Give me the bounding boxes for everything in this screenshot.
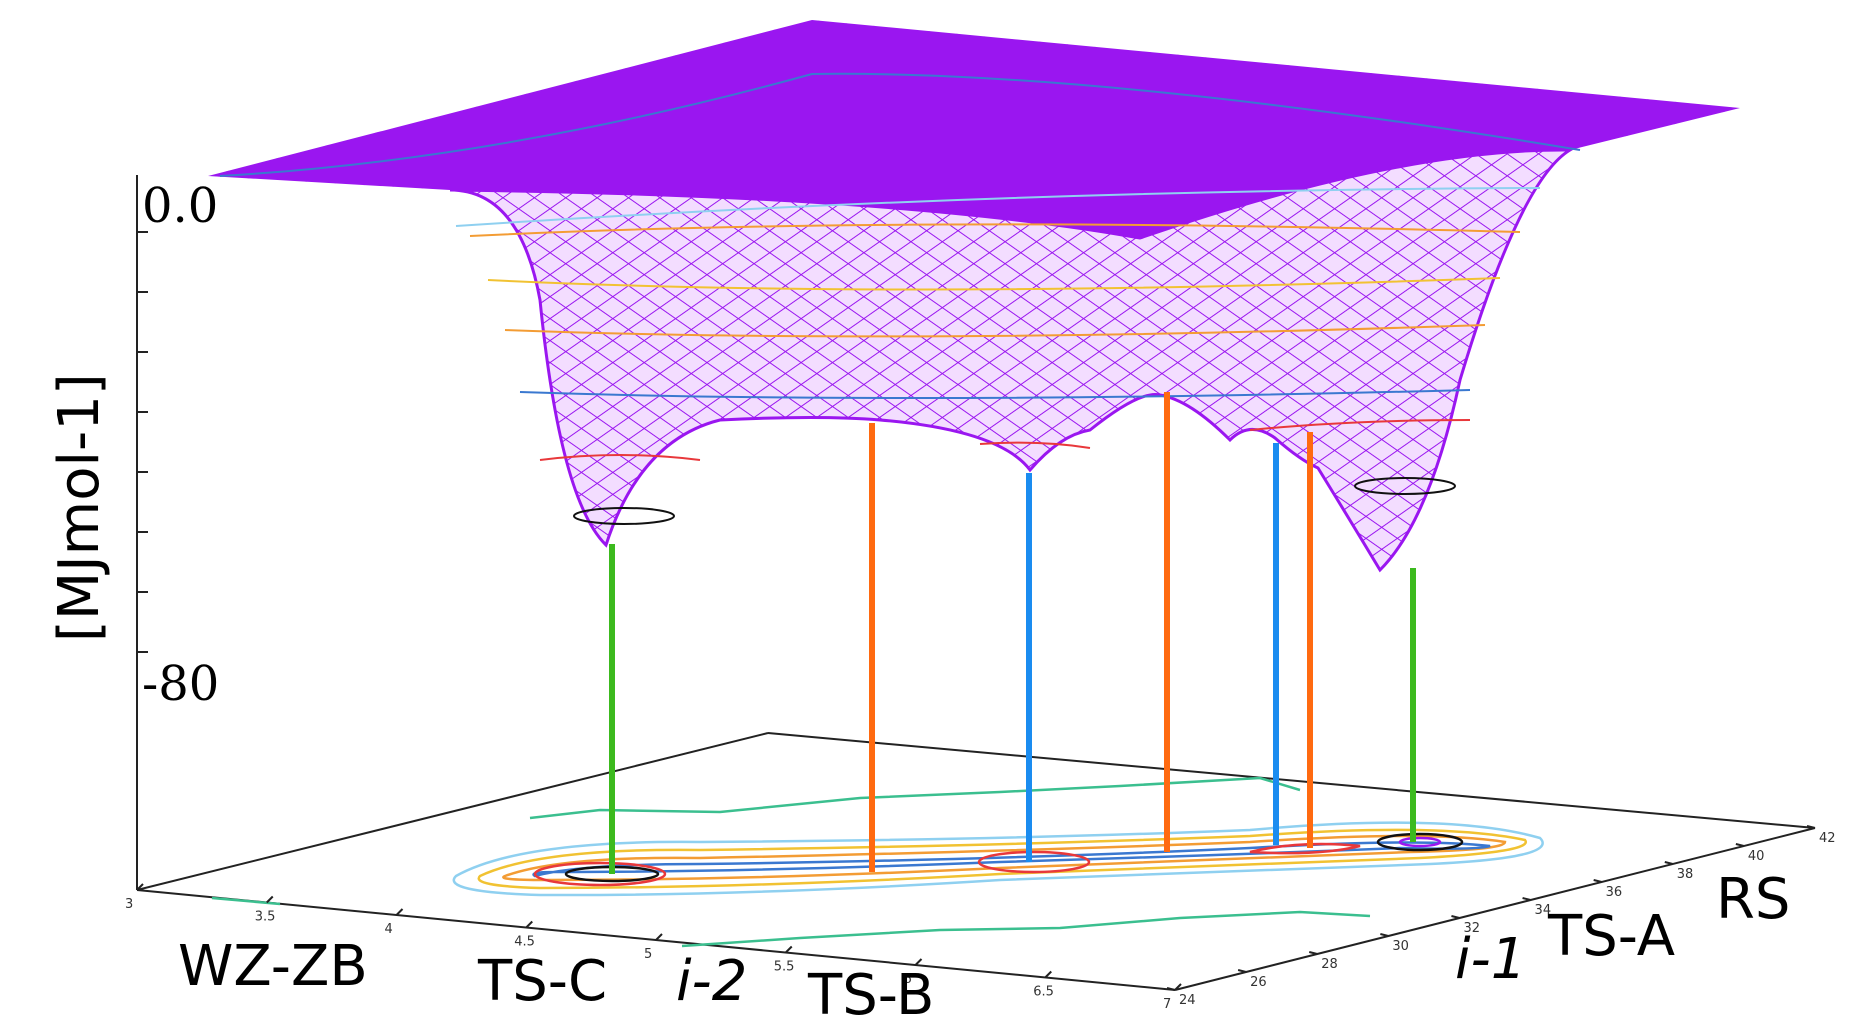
y-axis-tick xyxy=(1735,843,1745,847)
x-axis-tick xyxy=(136,883,144,891)
x-axis-tick xyxy=(1174,983,1182,991)
x-axis-tick-label: 6.5 xyxy=(1033,985,1054,1000)
x-axis-tick xyxy=(655,933,663,941)
y-axis-tick-label: 42 xyxy=(1819,831,1836,846)
state-markers xyxy=(609,392,1416,874)
x-axis-tick xyxy=(914,958,923,966)
category-label-rs: RS xyxy=(1716,867,1790,932)
x-axis-tick-label: 6 xyxy=(904,972,912,987)
y-axis-tick xyxy=(1237,969,1247,973)
category-label-ts-b: TS-B xyxy=(807,963,934,1020)
z-axis-ticks xyxy=(137,231,148,653)
y-axis-tick xyxy=(1806,825,1816,829)
x-axis-tick-label: 7 xyxy=(1163,997,1171,1012)
z-axis-title: [MJmol-1] xyxy=(47,373,112,642)
category-label-ts-c: TS-C xyxy=(477,949,607,1014)
category-label-i-1: i-1 xyxy=(1455,927,1526,992)
x-axis-tick-label: 4 xyxy=(385,922,393,937)
y-axis-tick xyxy=(1166,987,1176,991)
y-axis-tick-label: 34 xyxy=(1535,903,1552,918)
x-axis-tick-label: 3.5 xyxy=(255,910,276,925)
y-axis-ticks: 24 26 28 30 32 34 36 38 40 42 xyxy=(1166,825,1836,1008)
x-axis-tick xyxy=(395,908,404,916)
y-axis-tick xyxy=(1380,933,1389,937)
x-axis-tick-label: 3 xyxy=(125,897,133,912)
x-axis-tick-label: 4.5 xyxy=(514,935,535,950)
y-axis-tick-label: 38 xyxy=(1677,867,1694,882)
x-axis-tick xyxy=(525,920,533,929)
y-axis-tick-label: 36 xyxy=(1606,885,1623,900)
surface-basin-mesh-b xyxy=(450,149,1570,570)
category-label-i-2: i-2 xyxy=(676,949,747,1014)
y-axis-tick xyxy=(1522,897,1531,901)
category-label-wz-zb: WZ-ZB xyxy=(178,934,368,999)
surface-contours xyxy=(219,72,1581,525)
category-label-ts-a: TS-A xyxy=(1547,904,1675,969)
z-axis-tick-label-bottom: -80 xyxy=(142,656,219,712)
y-axis-tick xyxy=(1451,915,1460,919)
surface-top-plane-mesh xyxy=(208,20,1740,238)
x-axis-tick-label: 5.5 xyxy=(774,960,795,975)
z-axis-tick-label-top: 0.0 xyxy=(142,178,218,234)
y-axis-tick-label: 24 xyxy=(1179,993,1196,1008)
y-axis-tick-label: 32 xyxy=(1463,921,1480,936)
y-axis-tick xyxy=(1593,879,1602,883)
x-axis-tick xyxy=(1044,970,1052,979)
y-axis-tick-label: 26 xyxy=(1250,975,1267,990)
y-axis-tick xyxy=(1308,951,1318,955)
x-axis-tick-label: 5 xyxy=(644,947,652,962)
floor-contours xyxy=(211,776,1544,948)
x-axis-tick xyxy=(266,895,274,904)
x-axis-ticks: 3 3.5 4 4.5 5 5.5 6 6.5 7 xyxy=(125,883,1182,1012)
x-axis-tick xyxy=(785,945,793,954)
y-axis-tick-label: 28 xyxy=(1321,957,1338,972)
y-axis-tick xyxy=(1664,861,1674,865)
y-axis-tick-label: 40 xyxy=(1748,849,1765,864)
y-axis-tick-label: 30 xyxy=(1392,939,1409,954)
